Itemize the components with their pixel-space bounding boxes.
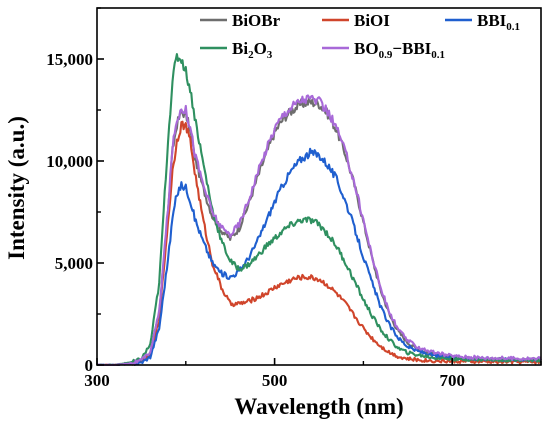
legend-entry: BiOI [322,11,390,30]
legend-entry: Bi2O3 [200,39,273,61]
legend: BiOBr BiOI BBI0.1 Bi2O3 BO0.9−BBI0.1 [200,11,520,61]
series-line-biobr [97,97,542,367]
tick-label-layer: 300 500 700 0 5,000 10,000 15,000 [46,50,465,390]
y-tick-label: 10,000 [46,152,93,171]
ticks-layer [96,7,542,366]
x-tick-label: 700 [439,371,465,390]
series-line-bi2o3 [97,53,542,367]
plot-frame [96,7,542,366]
legend-label: BiOI [354,11,390,30]
x-tick-label: 300 [84,371,110,390]
y-tick-label: 0 [85,356,94,375]
y-tick-label: 5,000 [55,254,93,273]
legend-label: BBI0.1 [477,11,520,33]
series-layer [96,53,542,367]
legend-label: BiOBr [232,11,281,30]
series-line-bo0-9-bbi0-1 [96,94,542,367]
y-tick-label: 15,000 [46,50,93,69]
legend-entry: BBI0.1 [445,11,520,33]
legend-label: Bi2O3 [232,39,273,61]
legend-label: BO0.9−BBI0.1 [354,39,445,61]
x-tick-label: 500 [262,371,288,390]
legend-entry: BO0.9−BBI0.1 [322,39,445,61]
legend-entry: BiOBr [200,11,281,30]
x-axis-title: Wavelength (nm) [234,394,403,419]
y-axis-title: Intensity (a.u.) [4,116,29,260]
